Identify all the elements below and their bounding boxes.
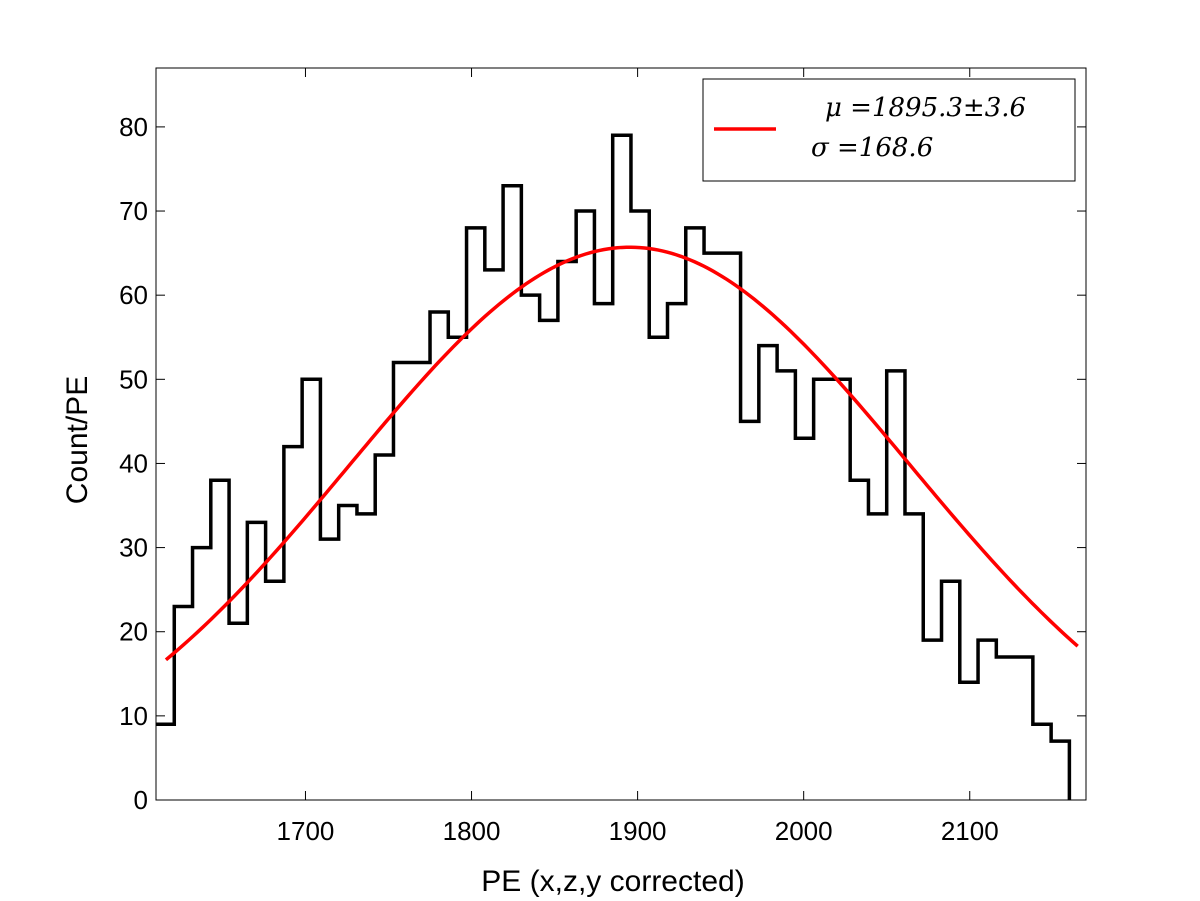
legend-mu-label: μ =1895.3±3.6 [825, 93, 1026, 123]
x-axis-label: PE (x,z,y corrected) [481, 865, 744, 898]
y-tick-label: 50 [119, 364, 148, 394]
legend-sigma-label: σ =168.6 [811, 133, 933, 163]
legend: μ =1895.3±3.6 σ =168.6 [702, 78, 1076, 182]
y-axis-label: Count/PE [61, 376, 94, 504]
plot-area [156, 68, 1086, 800]
ticks-layer: 0 10 20 30 40 50 60 70 80 1700 1800 1900 2000 2100 [119, 68, 1086, 846]
x-tick-label: 1900 [609, 816, 667, 846]
y-tick-label: 60 [119, 280, 148, 310]
marks-layer [156, 133, 1079, 800]
y-tick-label: 80 [119, 112, 148, 142]
plot-frame [155, 67, 1087, 801]
gaussian-fit-line [164, 245, 1079, 662]
x-tick-label: 2100 [941, 816, 999, 846]
y-tick-label: 10 [119, 701, 148, 731]
x-tick-label: 2000 [775, 816, 833, 846]
y-tick-label: 20 [119, 617, 148, 647]
y-tick-label: 30 [119, 533, 148, 563]
x-tick-label: 1700 [277, 816, 335, 846]
y-tick-label: 40 [119, 448, 148, 478]
y-tick-label: 70 [119, 196, 148, 226]
histogram-series [156, 133, 1072, 800]
y-tick-label: 0 [134, 785, 148, 815]
x-tick-label: 1800 [443, 816, 501, 846]
